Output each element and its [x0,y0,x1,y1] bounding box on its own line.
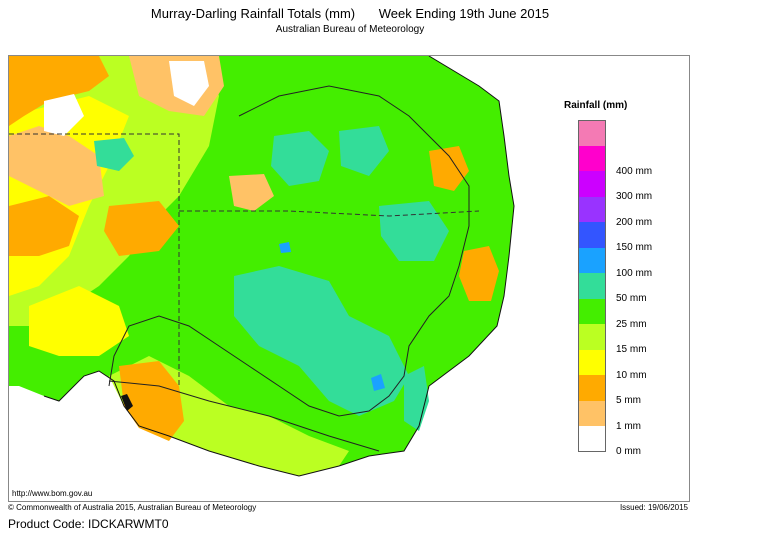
legend-label: 1 mm [616,420,641,432]
legend-label: 15 mm [616,344,647,355]
legend-swatch [578,120,606,146]
product-code-label: Product Code: [8,517,89,531]
legend-swatch [578,247,606,273]
legend-swatch [578,324,606,350]
rainfall-map-svg [9,56,689,501]
rain-1mm-west [9,126,104,206]
bay-inlet [121,394,133,411]
source-url: http://www.bom.gov.au [12,489,93,498]
rain-5mm-central-west [104,201,179,256]
map-title: Murray-Darling Rainfall Totals (mm) Week… [0,6,700,21]
rain-50mm-north [271,131,329,186]
legend-swatch [578,400,606,426]
state-border-nsw-vic [108,380,380,452]
legend-label: 0 mm [616,446,641,457]
legend-label: 5 mm [616,395,641,406]
rain-5mm-west [9,196,79,256]
state-border-sa [9,133,180,386]
map-title-text: Murray-Darling Rainfall Totals (mm) [150,6,356,21]
agency-name: Australian Bureau of Meteorology [275,24,425,35]
copyright-text: © Commonwealth of Australia 2015, Austra… [8,503,257,512]
map-period: Week Ending 19th June 2015 [378,6,550,21]
rain-0mm-northwest [44,94,84,136]
legend-label: 50 mm [616,293,647,304]
legend-label: 300 mm [616,191,653,202]
legend-label: 200 mm [616,216,653,228]
legend-swatch [578,375,606,401]
legend-swatch [578,171,606,197]
legend-swatch [578,145,606,171]
rain-50mm-southeast [404,366,429,431]
rain-0mm-north [169,61,209,106]
rain-5mm-northeast [429,146,469,191]
coastline [43,56,515,477]
legend-swatch [578,426,606,452]
legend-swatch [578,298,606,324]
legend-label: 25 mm [616,318,647,330]
rain-50mm-northeast [339,126,389,176]
legend-swatch [578,222,606,248]
rain-5mm-east [459,246,499,301]
legend-label: 100 mm [616,267,653,279]
rain-100mm-central [279,242,291,253]
basin-boundary [108,85,470,417]
legend-swatch [578,349,606,375]
issued-date: Issued: 19/06/2015 [619,503,688,512]
legend-label: 400 mm [616,165,653,177]
state-border-qld-nsw [179,210,480,217]
legend-swatch [578,196,606,222]
rainfall-map [8,55,690,502]
rain-100mm-southeast [371,374,385,391]
legend-label: 150 mm [616,242,653,253]
legend-title: Rainfall (mm) [564,100,628,111]
legend-label: 10 mm [616,369,647,381]
rain-10mm-southwest [29,286,129,356]
rain-50mm-northwest [94,138,134,171]
rain-5mm-northwest [9,56,109,126]
rain-1mm-central [229,174,274,211]
product-code: Product Code: IDCKARWMT0 [8,517,169,531]
product-code-value: IDCKARWMT0 [88,517,169,531]
legend-swatch [578,273,606,299]
rain-50mm-central [234,266,409,416]
